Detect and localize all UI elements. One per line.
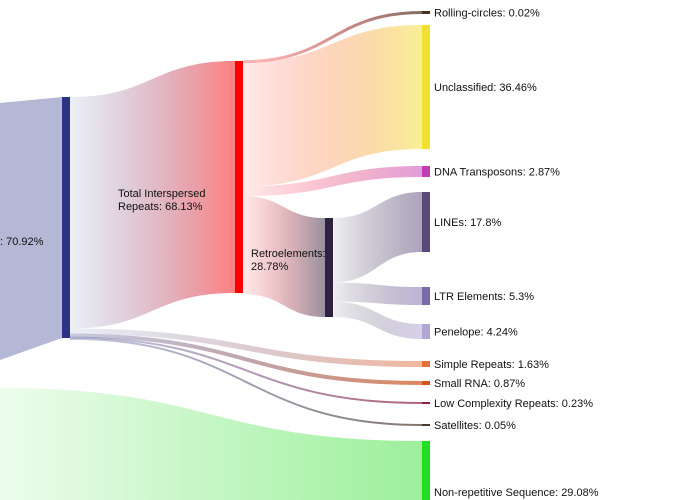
node-smallrna	[422, 381, 430, 385]
link-dna	[243, 166, 422, 197]
node-simple	[422, 361, 430, 367]
nodes-layer	[62, 11, 430, 500]
label-simple: Simple Repeats: 1.63%	[434, 359, 549, 371]
label-ltr: LTR Elements: 5.3%	[434, 291, 534, 303]
label-interspersed-line1: Total Interspersed	[118, 188, 205, 200]
link-smallrna	[69, 333, 423, 385]
label-repeats: : 70.92%	[0, 236, 44, 248]
label-nonrep: Non-repetitive Sequence: 29.08%	[434, 487, 599, 499]
node-lines	[422, 192, 430, 252]
node-retro	[325, 218, 333, 317]
node-rolling	[422, 11, 430, 14]
node-nonrep	[422, 441, 430, 500]
link-rolling	[242, 11, 423, 64]
node-interspersed	[235, 61, 243, 293]
node-ltr	[422, 287, 430, 305]
node-unclassified	[422, 25, 430, 149]
link-ltr	[333, 282, 422, 305]
link-nonrep	[0, 388, 422, 500]
label-retro-line2: 28.78%	[251, 261, 289, 273]
link-simple	[70, 328, 422, 367]
node-penelope	[422, 324, 430, 339]
link-lowcomplex	[69, 336, 423, 404]
link-in-repeats	[0, 97, 62, 360]
node-satellites	[422, 424, 430, 426]
label-unclassified: Unclassified: 36.46%	[434, 82, 537, 94]
label-satellites: Satellites: 0.05%	[434, 420, 516, 432]
node-lowcomplex	[422, 402, 430, 404]
labels-layer: Rolling-circles: 0.02% Unclassified: 36.4…	[0, 8, 599, 500]
links-layer	[0, 11, 423, 500]
link-penelope	[333, 301, 422, 339]
link-satellites	[69, 337, 423, 426]
label-lines: LINEs: 17.8%	[434, 217, 501, 229]
label-interspersed-line2: Repeats: 68.13%	[118, 201, 203, 213]
label-retro-line1: Retroelements:	[251, 248, 326, 260]
label-rolling: Rolling-circles: 0.02%	[434, 8, 540, 20]
node-repeats	[62, 97, 70, 338]
node-dna	[422, 166, 430, 177]
link-lines	[333, 192, 422, 283]
link-retro	[243, 196, 325, 317]
label-lowcomplex: Low Complexity Repeats: 0.23%	[434, 398, 593, 410]
link-interspersed	[70, 61, 235, 329]
label-smallrna: Small RNA: 0.87%	[434, 378, 525, 390]
label-dna: DNA Transposons: 2.87%	[434, 167, 560, 179]
label-penelope: Penelope: 4.24%	[434, 327, 518, 339]
link-unclassified	[243, 25, 422, 187]
